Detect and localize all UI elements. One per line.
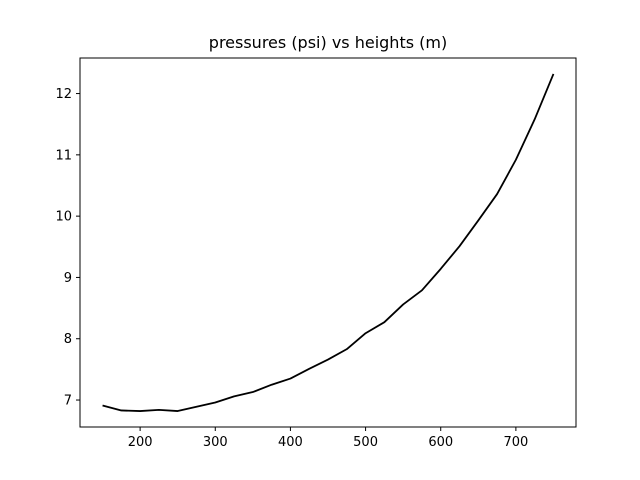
- y-tick-label: 8: [64, 332, 72, 347]
- chart-title: pressures (psi) vs heights (m): [209, 33, 447, 52]
- x-tick-label: 700: [503, 435, 528, 450]
- x-tick-label: 600: [428, 435, 453, 450]
- x-tick-label: 200: [128, 435, 153, 450]
- y-tick-label: 11: [55, 148, 72, 163]
- series-group: [102, 73, 555, 412]
- x-tick-label: 400: [278, 435, 303, 450]
- y-tick-label: 10: [55, 210, 72, 225]
- series-line: [102, 73, 555, 412]
- plot-area-frame: [79, 57, 577, 428]
- x-tick-label: 300: [203, 435, 228, 450]
- y-tick-label: 12: [55, 87, 72, 102]
- x-axis: 200 300 400 500 600 700: [128, 427, 528, 450]
- x-tick-label: 500: [353, 435, 378, 450]
- y-tick-label: 7: [64, 394, 72, 409]
- y-tick-label: 9: [64, 271, 72, 286]
- y-axis: 7 8 9 10 11 12: [55, 87, 80, 409]
